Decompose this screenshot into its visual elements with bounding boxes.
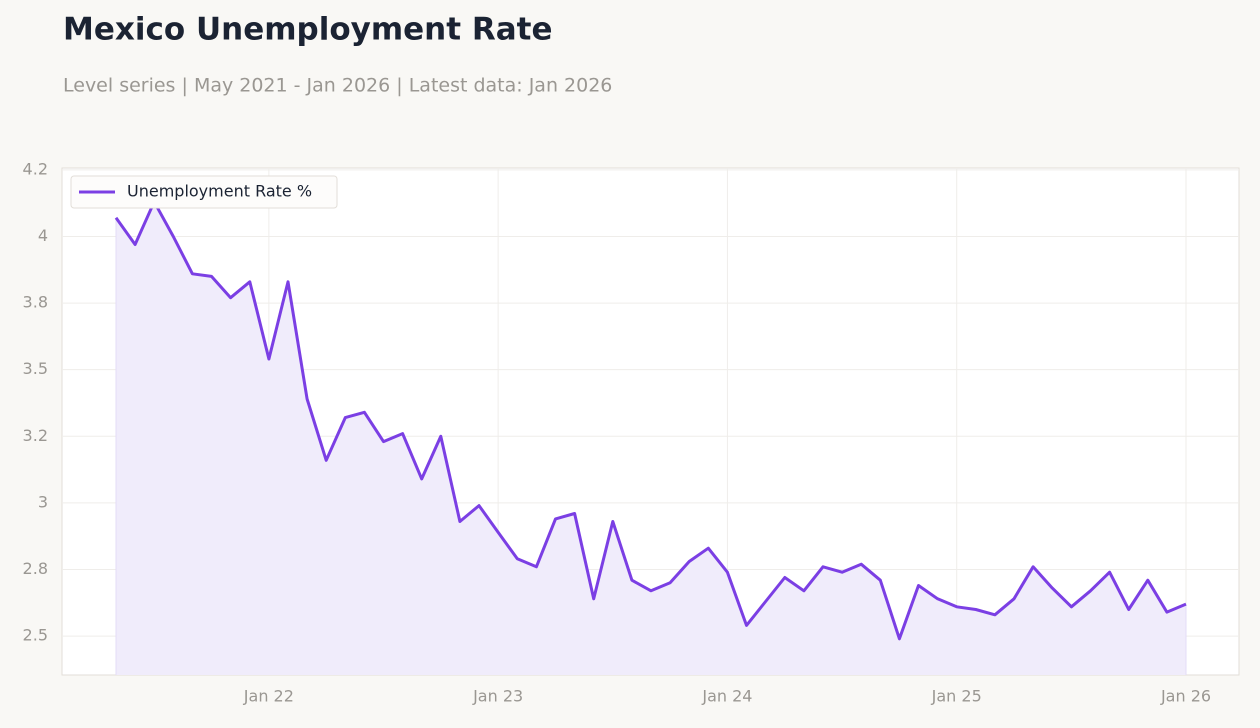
y-tick-label: 4 [38, 226, 48, 245]
chart-title: Mexico Unemployment Rate [63, 12, 553, 48]
chart-subtitle: Level series | May 2021 - Jan 2026 | Lat… [63, 75, 612, 97]
y-tick-label: 3.5 [23, 359, 48, 378]
y-tick-label: 3 [38, 492, 48, 511]
x-tick-label: Jan 26 [1160, 687, 1211, 706]
area [116, 201, 1186, 676]
y-tick-label: 2.8 [23, 559, 48, 578]
legend-box [70, 175, 338, 209]
x-tick-label: Jan 22 [243, 687, 294, 706]
y-tick-label: 4.2 [23, 159, 48, 178]
y-tick-label: 2.5 [23, 626, 48, 645]
x-tick-label: Jan 25 [931, 687, 982, 706]
line [114, 200, 1187, 641]
x-tick-label: Jan 24 [701, 687, 752, 706]
legend-label: Unemployment Rate % [127, 182, 312, 201]
x-tick-label: Jan 23 [472, 687, 523, 706]
y-tick-label: 3.8 [23, 293, 48, 312]
y-tick-label: 3.2 [23, 426, 48, 445]
